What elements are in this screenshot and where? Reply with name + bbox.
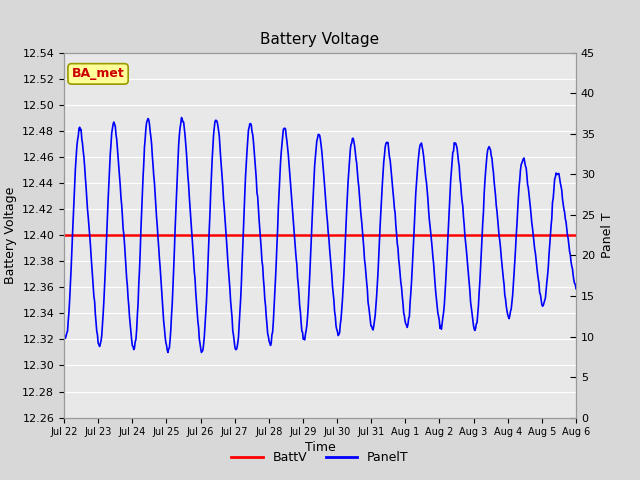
Title: Battery Voltage: Battery Voltage (260, 33, 380, 48)
Legend: BattV, PanelT: BattV, PanelT (227, 446, 413, 469)
Y-axis label: Panel T: Panel T (600, 212, 614, 258)
Text: BA_met: BA_met (72, 67, 124, 80)
Y-axis label: Battery Voltage: Battery Voltage (4, 187, 17, 284)
X-axis label: Time: Time (305, 442, 335, 455)
